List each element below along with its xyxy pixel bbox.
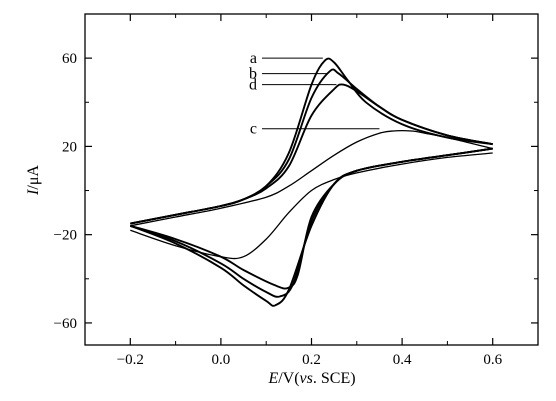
x-axis-title: E/V(vs. SCE): [267, 370, 355, 387]
curve-d-label: d: [249, 77, 257, 94]
y-tick-label: −60: [54, 316, 77, 332]
curve-labels: abd c: [249, 50, 380, 138]
x-tick-label: 0.0: [212, 352, 231, 368]
y-axis-title: I/μA: [25, 165, 42, 196]
x-tick-label: −0.2: [117, 352, 144, 368]
curve-c-reverse-scan: [130, 152, 493, 260]
curve-d-forward-scan: [130, 83, 493, 225]
curve-a-reverse-scan: [129, 147, 493, 307]
x-tick-label: 0.4: [393, 352, 412, 368]
curve-d-reverse-scan: [130, 147, 493, 290]
y-tick-label: 20: [62, 139, 77, 155]
voltammogram-curves: [129, 57, 493, 307]
y-axis-ticks: −60 −20 20 60: [54, 51, 538, 332]
y-tick-label: −20: [54, 228, 77, 244]
y-tick-label: 60: [62, 51, 77, 67]
x-axis-ticks: −0.2 0.0 0.2 0.4 0.6: [117, 14, 503, 368]
curve-c-label: c: [250, 121, 257, 138]
curve-b-label: b: [249, 66, 257, 83]
curve-a-forward-scan: [130, 57, 493, 225]
x-tick-label: 0.2: [302, 352, 321, 368]
curve-c-forward-scan: [130, 130, 493, 227]
curve-a-label: a: [250, 50, 257, 67]
plot-frame: [84, 13, 539, 346]
curve-b-forward-scan: [130, 68, 493, 225]
x-tick-label: 0.6: [483, 352, 502, 368]
